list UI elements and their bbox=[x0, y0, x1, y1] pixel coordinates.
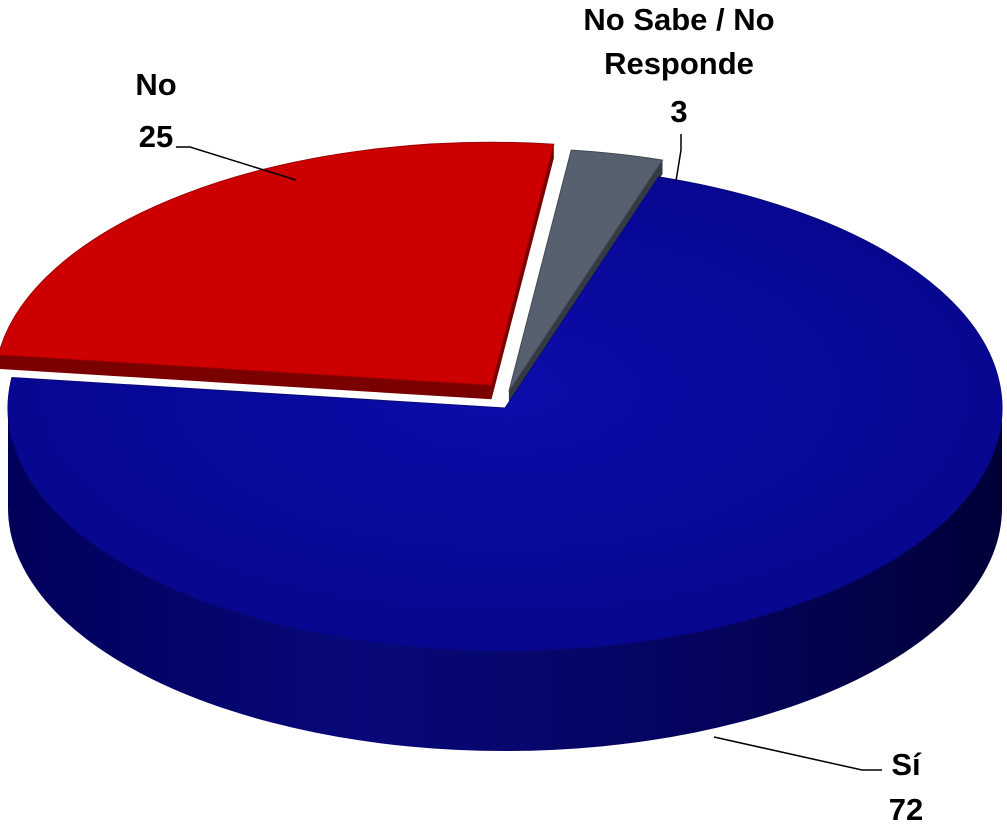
leader-line-0 bbox=[713, 736, 882, 771]
data-label-2: No Sabe / No Responde 3 bbox=[583, 2, 774, 129]
data-label-value-2: 3 bbox=[670, 94, 687, 129]
pie-slice-no bbox=[0, 141, 555, 386]
leader-line-1 bbox=[176, 146, 297, 181]
pie-slice-edge-1-0 bbox=[0, 354, 492, 400]
data-label-1: No 25 bbox=[135, 67, 176, 154]
leader-line-2 bbox=[675, 134, 682, 182]
pie-slice-side-0 bbox=[8, 408, 1002, 751]
leader-lines bbox=[176, 134, 882, 771]
pie-slice-wall-0 bbox=[8, 408, 1002, 751]
data-label-category-1: No bbox=[135, 67, 176, 102]
data-labels: Sí 72 No 25 No Sabe / No Responde 3 bbox=[135, 2, 923, 824]
data-label-category-0: Sí bbox=[891, 747, 922, 782]
data-label-category-2: No Sabe / No bbox=[583, 2, 774, 37]
pie-slice-no-sabe-no-responde bbox=[508, 149, 664, 392]
pie-tops bbox=[0, 141, 1003, 652]
data-label-0: Sí 72 bbox=[889, 747, 923, 824]
data-label-value-0: 72 bbox=[889, 792, 923, 824]
pie-slice-edge-1-1 bbox=[491, 144, 554, 400]
data-label-category-2: Responde bbox=[604, 46, 754, 81]
data-label-value-1: 25 bbox=[139, 119, 173, 154]
pie-slice-s- bbox=[7, 176, 1003, 652]
pie-slice-side-1 bbox=[0, 144, 554, 400]
